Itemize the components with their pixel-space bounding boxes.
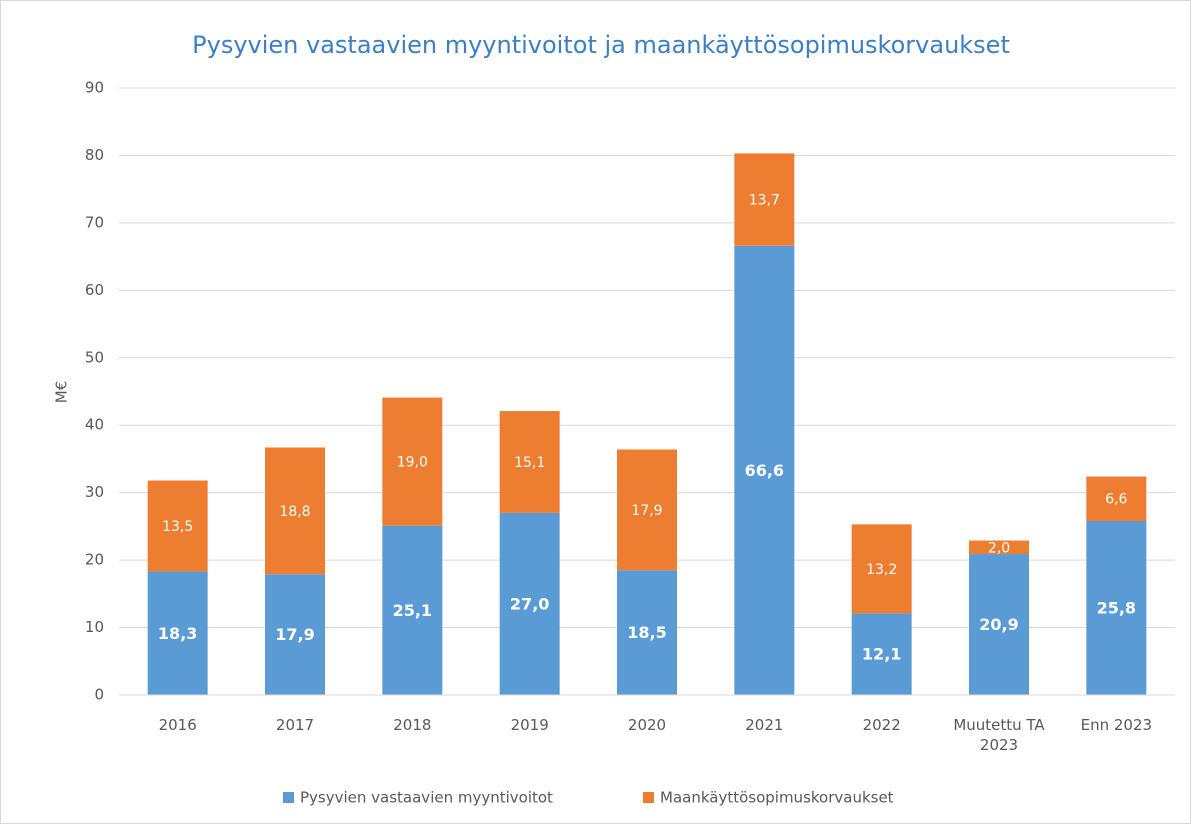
bar-segment bbox=[851, 613, 912, 695]
data-label: 17,9 bbox=[275, 625, 314, 644]
legend-label: Pysyvien vastaavien myyntivoitot bbox=[300, 789, 553, 807]
bar-segment bbox=[382, 525, 443, 695]
data-label: 12,1 bbox=[862, 645, 901, 664]
bar-segment bbox=[265, 574, 325, 695]
y-axis-label: M€ bbox=[53, 381, 71, 404]
bar-segment bbox=[617, 449, 677, 571]
bar-segment bbox=[734, 153, 795, 246]
bar-segment bbox=[499, 411, 560, 513]
data-label: 25,1 bbox=[393, 601, 432, 620]
data-label: 19,0 bbox=[397, 455, 428, 471]
y-tick-label: 10 bbox=[85, 618, 104, 636]
y-tick-label: 60 bbox=[85, 281, 104, 299]
y-tick-label: 20 bbox=[85, 551, 104, 569]
bar-segment bbox=[147, 480, 208, 572]
x-tick-label: Enn 2023 bbox=[1080, 716, 1153, 734]
y-tick-label: 50 bbox=[85, 348, 104, 366]
legend-swatch bbox=[283, 792, 294, 803]
data-label: 13,7 bbox=[749, 193, 780, 209]
bar-segment bbox=[147, 571, 208, 695]
data-label: 13,2 bbox=[866, 562, 897, 578]
y-tick-label: 30 bbox=[85, 483, 104, 501]
data-label: 20,9 bbox=[979, 615, 1018, 634]
y-tick-label: 0 bbox=[94, 686, 104, 704]
bar-segment bbox=[851, 524, 912, 614]
x-tick-label: 2016 bbox=[158, 716, 197, 734]
x-tick-label: 2017 bbox=[275, 716, 315, 734]
bar-segment bbox=[1086, 476, 1147, 521]
bar-segment bbox=[969, 554, 1029, 695]
data-label: 18,5 bbox=[627, 623, 666, 642]
bar-segment bbox=[617, 570, 677, 695]
data-label: 2,0 bbox=[988, 540, 1010, 556]
y-tick-label: 70 bbox=[85, 213, 104, 231]
x-tick-label: 2018 bbox=[393, 716, 432, 734]
x-tick-label: 2019 bbox=[510, 716, 549, 734]
bar-segment bbox=[1086, 520, 1147, 695]
x-tick-label: Muutettu TA 2023 bbox=[953, 716, 1045, 754]
chart-title: Pysyvien vastaavien myyntivoitot ja maan… bbox=[192, 31, 1010, 59]
bar-segment bbox=[734, 245, 795, 695]
data-label: 18,8 bbox=[279, 504, 310, 520]
data-label: 27,0 bbox=[510, 594, 549, 613]
bar-segment bbox=[382, 397, 443, 526]
y-tick-label: 80 bbox=[85, 146, 104, 164]
data-label: 25,8 bbox=[1097, 598, 1136, 617]
y-tick-label: 90 bbox=[85, 79, 104, 97]
legend-swatch bbox=[643, 792, 654, 803]
bar-segment bbox=[969, 540, 1029, 555]
x-tick-label: 2022 bbox=[862, 716, 901, 734]
y-tick-label: 40 bbox=[85, 416, 104, 434]
data-label: 13,5 bbox=[162, 519, 193, 535]
x-tick-label: 2020 bbox=[627, 716, 667, 734]
bar-segment bbox=[499, 512, 560, 695]
bar-segment bbox=[265, 447, 325, 575]
legend-label: Maankäyttösopimuskorvaukset bbox=[660, 789, 894, 807]
x-tick-label: 2021 bbox=[745, 716, 784, 734]
data-label: 15,1 bbox=[514, 455, 545, 471]
data-label: 18,3 bbox=[158, 624, 197, 643]
data-label: 66,6 bbox=[745, 461, 784, 480]
data-label: 17,9 bbox=[631, 503, 662, 519]
data-label: 6,6 bbox=[1105, 492, 1127, 508]
